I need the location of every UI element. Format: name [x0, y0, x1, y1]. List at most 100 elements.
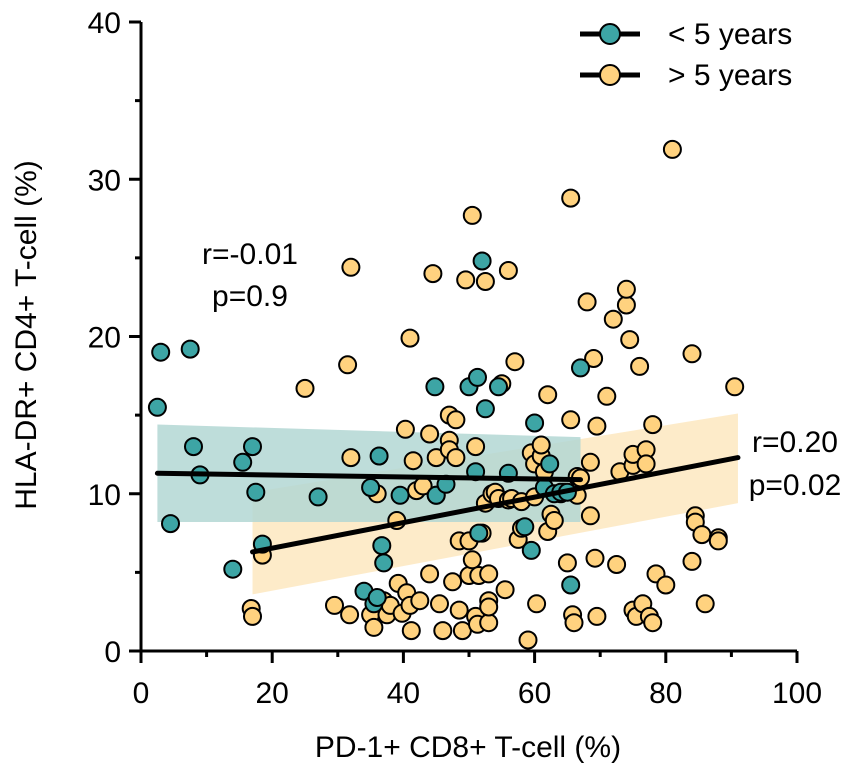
point-lt-5-years-27 [472, 251, 492, 271]
point-gt-5-years-48 [466, 437, 486, 457]
point-gt-5-years-121 [682, 344, 702, 364]
point-gt-5-years-39 [446, 448, 466, 468]
y-tick-label-10: 10 [88, 479, 121, 512]
point-gt-5-years-119 [656, 575, 676, 595]
point-gt-5-years-33 [433, 621, 453, 641]
point-gt-5-years-98 [587, 606, 607, 626]
point-gt-5-years-87 [561, 188, 581, 208]
point-gt-5-years-93 [577, 292, 597, 312]
point-lt-5-years-16 [369, 446, 389, 466]
point-gt-5-years-71 [518, 630, 538, 650]
point-gt-5-years-1 [243, 606, 262, 626]
annotation-r-under5: r=-0.01 [202, 238, 298, 271]
y-tick-label-40: 40 [88, 7, 121, 40]
point-gt-5-years-85 [557, 553, 577, 573]
point-gt-5-years-89 [564, 613, 584, 633]
point-gt-5-years-46 [462, 550, 482, 570]
point-lt-5-years-33 [525, 413, 545, 433]
point-lt-5-years-40 [571, 358, 590, 378]
point-gt-5-years-37 [443, 572, 463, 592]
x-tick-label-80: 80 [649, 677, 682, 710]
legend-marker-over5 [599, 64, 621, 86]
point-lt-5-years-11 [308, 487, 328, 507]
point-gt-5-years-43 [456, 270, 476, 290]
point-gt-5-years-4 [325, 595, 344, 615]
point-gt-5-years-10 [364, 617, 384, 637]
point-gt-5-years-114 [636, 454, 656, 474]
point-gt-5-years-129 [725, 377, 745, 397]
point-gt-5-years-122 [682, 551, 702, 571]
point-gt-5-years-38 [446, 410, 466, 430]
point-gt-5-years-56 [479, 564, 499, 584]
point-gt-5-years-82 [544, 511, 564, 530]
point-lt-5-years-7 [233, 452, 253, 472]
point-lt-5-years-18 [374, 553, 394, 573]
point-gt-5-years-94 [580, 452, 600, 472]
point-lt-5-years-39 [561, 575, 581, 595]
legend-item-over5: > 5 years [580, 59, 792, 92]
x-tick-label-0: 0 [133, 677, 150, 710]
point-gt-5-years-105 [616, 279, 636, 299]
point-lt-5-years-28 [475, 399, 495, 419]
point-gt-5-years-126 [695, 594, 715, 614]
point-gt-5-years-58 [479, 597, 499, 617]
point-lt-5-years-17 [372, 536, 392, 556]
point-gt-5-years-28 [420, 424, 440, 444]
legend-label-under5: < 5 years [668, 18, 792, 51]
point-gt-5-years-100 [597, 386, 617, 406]
legend-item-under5: < 5 years [580, 18, 792, 51]
legend: < 5 years > 5 years [580, 18, 792, 92]
point-gt-5-years-47 [462, 205, 482, 225]
y-axis-title: HLA-DR+ CD4+ T-cell (%) [10, 160, 43, 510]
point-lt-5-years-4 [184, 437, 203, 457]
point-gt-5-years-5 [338, 355, 358, 375]
point-gt-5-years-64 [498, 261, 518, 280]
point-gt-5-years-116 [643, 415, 663, 435]
regression-lines [154, 455, 741, 555]
data-points [147, 139, 745, 650]
point-lt-5-years-6 [223, 559, 243, 579]
y-tick-label-0: 0 [104, 636, 121, 669]
point-gt-5-years-99 [587, 416, 607, 436]
point-gt-5-years-104 [616, 295, 636, 315]
legend-label-over5: > 5 years [668, 59, 792, 92]
point-gt-5-years-32 [430, 594, 449, 614]
point-gt-5-years-96 [584, 349, 604, 368]
regression-line-lt-5-years [154, 470, 584, 483]
point-gt-5-years-8 [341, 448, 361, 468]
axes: 0 10 20 30 40 0 20 40 60 80 100 [88, 7, 822, 710]
point-gt-5-years-54 [475, 272, 495, 291]
point-gt-5-years-7 [340, 605, 360, 625]
annotation-r-over5: r=0.20 [752, 426, 838, 459]
point-gt-5-years-40 [449, 600, 469, 620]
point-gt-5-years-55 [479, 613, 499, 633]
point-gt-5-years-3 [295, 378, 315, 398]
point-gt-5-years-95 [580, 506, 600, 526]
point-gt-5-years-18 [395, 419, 415, 439]
point-gt-5-years-117 [643, 613, 663, 633]
y-tick-label-20: 20 [88, 322, 121, 355]
point-lt-5-years-31 [515, 517, 535, 537]
point-lt-5-years-26 [469, 523, 489, 543]
point-gt-5-years-21 [400, 328, 420, 348]
point-gt-5-years-120 [662, 139, 682, 159]
point-lt-5-years-8 [243, 437, 262, 457]
point-gt-5-years-6 [341, 257, 361, 277]
point-lt-5-years-35 [540, 454, 560, 474]
annotation-p-over5: p=0.02 [749, 469, 842, 502]
point-lt-5-years-32 [521, 540, 541, 560]
point-gt-5-years-106 [620, 330, 640, 350]
x-tick-label-100: 100 [772, 677, 822, 710]
point-gt-5-years-102 [607, 555, 627, 574]
point-lt-5-years-3 [180, 339, 200, 359]
point-gt-5-years-101 [603, 309, 623, 329]
point-lt-5-years-25 [468, 367, 487, 387]
point-gt-5-years-79 [538, 385, 558, 405]
x-tick-label-20: 20 [256, 677, 289, 710]
point-lt-5-years-13 [361, 478, 381, 497]
point-gt-5-years-77 [531, 435, 551, 455]
annotation-p-under5: p=0.9 [212, 280, 288, 313]
legend-marker-under5 [599, 23, 621, 45]
point-gt-5-years-63 [495, 580, 515, 600]
